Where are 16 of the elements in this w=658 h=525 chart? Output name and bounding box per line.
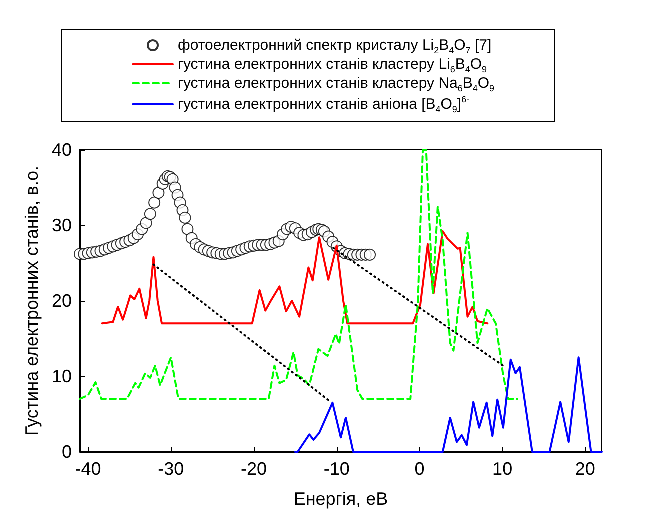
y-tick-label: 10 — [52, 366, 72, 386]
y-tick-label: 40 — [52, 140, 72, 160]
x-tick-label: -20 — [240, 459, 268, 479]
x-tick-label: -40 — [75, 459, 102, 479]
x-tick-label: -30 — [158, 459, 184, 479]
x-tick-label: -10 — [324, 459, 350, 479]
x-axis-title: Енергія, еВ — [294, 489, 388, 509]
y-tick-label: 20 — [52, 291, 72, 311]
x-tick-label: 10 — [492, 459, 513, 479]
line-series — [79, 149, 518, 400]
line-series — [294, 356, 603, 453]
y-tick-label: 0 — [62, 442, 72, 462]
x-tick-label: 20 — [575, 459, 596, 479]
y-axis-title: Густина електронних станів, в.о. — [22, 166, 42, 436]
y-tick-label: 30 — [52, 216, 72, 236]
x-tick-label: 0 — [414, 459, 425, 479]
